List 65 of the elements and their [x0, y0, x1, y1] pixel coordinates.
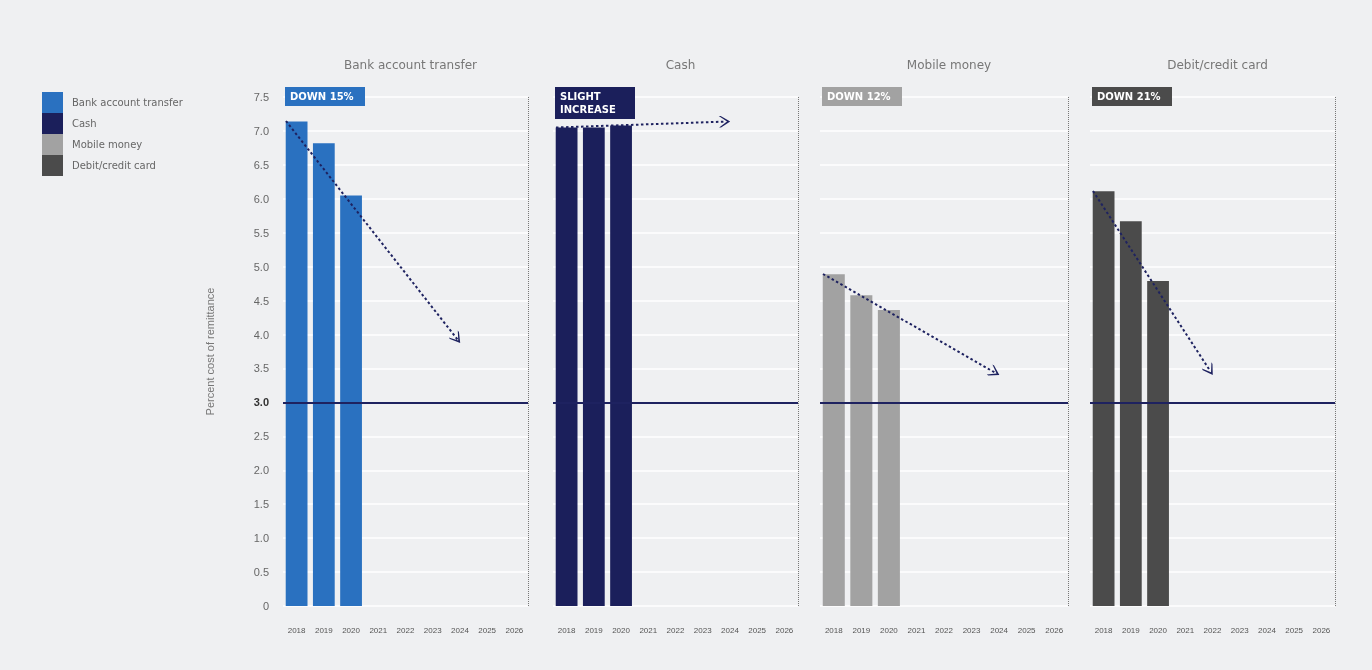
chart-title: Cash	[665, 58, 696, 72]
y-tick-label: 4.0	[253, 328, 269, 341]
y-tick-label: 3.0	[253, 396, 269, 409]
x-tick-label: 2026	[775, 625, 794, 635]
legend-label: Debit/credit card	[72, 160, 156, 171]
x-tick-label: 2024	[990, 625, 1009, 635]
x-tick-label: 2024	[1258, 625, 1277, 635]
x-tick-label: 2020	[879, 625, 899, 635]
x-tick-label: 2021	[1176, 625, 1195, 635]
x-tick-label: 2018	[824, 625, 844, 635]
y-tick-label: 0	[262, 600, 269, 612]
legend-label: Mobile money	[72, 139, 143, 150]
x-tick-label: 2024	[451, 625, 470, 635]
y-tick-label: 6.5	[253, 158, 269, 171]
x-tick-label: 2025	[1285, 625, 1304, 635]
x-tick-label: 2022	[396, 625, 415, 635]
x-tick-label: 2025	[748, 625, 767, 635]
x-tick-label: 2020	[1149, 625, 1168, 635]
y-tick-label: 1.0	[253, 532, 269, 545]
x-tick-label: 2020	[342, 625, 361, 635]
y-tick-label: 3.5	[253, 362, 269, 375]
chart-title: Debit/credit card	[1167, 58, 1268, 72]
x-tick-label: 2022	[935, 625, 954, 635]
legend-label: Cash	[72, 118, 97, 129]
y-tick-label: 5.5	[253, 226, 269, 239]
y-tick-label: 2.5	[253, 430, 269, 443]
x-tick-label: 2023	[1230, 625, 1250, 635]
y-tick-label: 7.5	[253, 91, 269, 103]
x-tick-label: 2019	[584, 625, 604, 635]
y-tick-label: 5.0	[253, 260, 269, 273]
x-tick-label: 2026	[1045, 625, 1064, 635]
x-tick-label: 2018	[557, 625, 577, 635]
chart-title: Bank account transfer	[344, 58, 478, 72]
y-tick-label: 7.0	[253, 124, 269, 137]
annotation: DOWN 21%	[1097, 91, 1161, 102]
x-tick-label: 2024	[721, 625, 740, 635]
x-tick-label: 2021	[639, 625, 658, 635]
x-tick-label: 2018	[287, 625, 307, 635]
x-tick-label: 2019	[852, 625, 871, 635]
y-tick-label: 6.0	[253, 192, 269, 205]
annotation: DOWN 12%	[827, 91, 891, 102]
annotation: SLIGHT INCREASE	[560, 91, 616, 115]
x-tick-label: 2019	[314, 625, 334, 635]
legend-label: Bank account transfer	[72, 97, 183, 108]
x-tick-label: 2022	[666, 625, 685, 635]
x-tick-label: 2026	[505, 625, 524, 635]
x-tick-label: 2026	[1312, 625, 1331, 635]
y-tick-label: 4.5	[253, 294, 269, 307]
x-tick-label: 2025	[478, 625, 497, 635]
annotation: DOWN 15%	[290, 91, 354, 102]
y-tick-label: 0.5	[253, 566, 269, 579]
x-tick-label: 2021	[369, 625, 388, 635]
x-tick-label: 2018	[1094, 625, 1114, 635]
x-tick-label: 2023	[962, 625, 981, 635]
y-axis-title: Percent cost of remittance	[203, 287, 216, 416]
x-tick-label: 2021	[907, 625, 926, 635]
chart-title: Mobile money	[906, 58, 992, 72]
x-tick-label: 2023	[423, 625, 443, 635]
x-tick-label: 2023	[693, 625, 713, 635]
x-tick-label: 2020	[612, 625, 631, 635]
y-tick-label: 1.5	[253, 498, 269, 511]
x-tick-label: 2025	[1017, 625, 1037, 635]
x-tick-label: 2022	[1203, 625, 1222, 635]
y-tick-label: 2.0	[253, 464, 269, 477]
x-tick-label: 2019	[1121, 625, 1141, 635]
